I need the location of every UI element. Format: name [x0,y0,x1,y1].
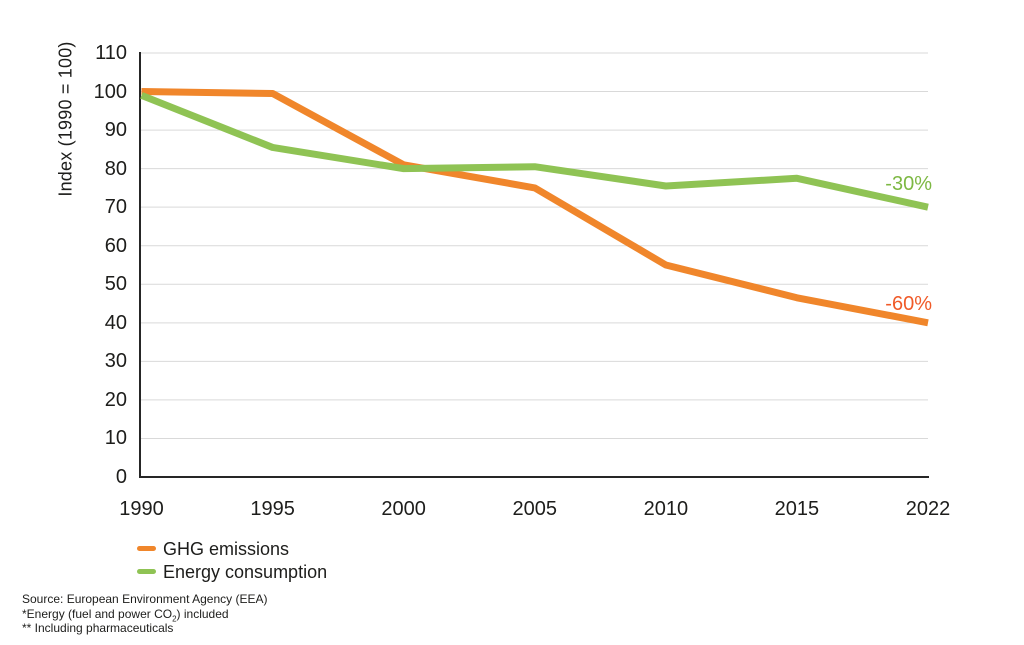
legend-swatch-icon [137,546,156,551]
x-tick-label-1990: 1990 [119,498,164,520]
x-tick-label-2005: 2005 [512,498,558,520]
y-tick-label-20: 20 [104,388,127,411]
y-tick-label-70: 70 [104,196,127,219]
x-tick-label-2000: 2000 [381,498,426,520]
series-line-ghg-emissions [141,88,929,327]
source-note: Source: European Environment Agency (EEA… [22,592,267,636]
annotation-60-percent: -60% [885,292,932,315]
footnote-energy: *Energy (fuel and power CO2) included [22,606,229,623]
y-tick-label-0: 0 [115,466,127,488]
y-tick-label-10: 10 [104,427,127,450]
y-tick-label-80: 80 [104,157,127,180]
y-tick-label-100: 100 [93,80,127,103]
series-line-energy-consumption [140,92,929,211]
y-tick-label-30: 30 [104,350,127,373]
legend: GHG emissions Energy consumption [137,537,327,583]
x-tick-label-2010: 2010 [643,498,689,520]
x-tick-label-2022: 2022 [905,498,951,520]
x-tick-label-1995: 1995 [250,498,295,520]
source-line: Source: European Environment Agency (EEA… [22,592,268,606]
y-tick-label-40: 40 [104,311,127,334]
y-tick-label-50: 50 [104,273,127,296]
y-tick-label-110: 110 [95,42,127,64]
legend-label: GHG emissions [163,538,290,559]
legend-label: Energy consumption [163,561,328,582]
legend-swatch-icon [137,569,156,574]
legend-item-ghg-emissions: GHG emissions [137,537,327,560]
footnote-pharmaceuticals: ** Including pharmaceuticals [22,621,174,635]
x-tick-label-2015: 2015 [774,498,820,520]
y-tick-label-60: 60 [104,234,127,257]
annotation-30-percent: -30% [885,173,932,196]
legend-item-energy-consumption: Energy consumption [137,560,327,583]
y-tick-label-90: 90 [104,119,127,142]
